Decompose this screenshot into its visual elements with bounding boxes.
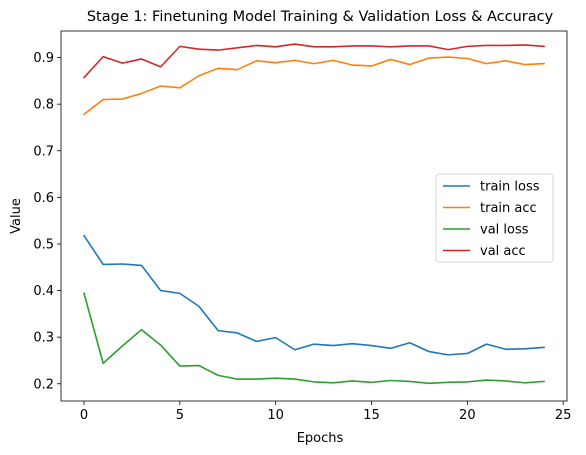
y-tick-label: 0.9: [33, 51, 54, 66]
y-tick-label: 0.8: [33, 98, 54, 113]
x-tick-label: 20: [459, 408, 476, 423]
legend-label: train loss: [480, 180, 540, 195]
y-tick-label: 0.2: [33, 377, 54, 392]
axes-frame: [60, 30, 568, 402]
series-line-train-acc: [82, 56, 545, 116]
legend-label: train acc: [480, 201, 537, 216]
x-tick-label: 15: [363, 408, 380, 423]
series-line-val-acc: [82, 43, 545, 79]
x-axis-label: Epochs: [297, 431, 344, 446]
series-line-train-loss: [82, 234, 545, 356]
x-tick-label: 25: [555, 408, 572, 423]
y-tick-label: 0.7: [33, 144, 54, 159]
y-axis-label: Value: [9, 198, 24, 234]
y-tick-label: 0.5: [33, 237, 54, 252]
y-tick-label: 0.4: [33, 284, 54, 299]
y-tick-label: 0.3: [33, 331, 54, 346]
legend-label: val loss: [480, 223, 529, 238]
x-tick-label: 5: [176, 408, 184, 423]
chart-title: Stage 1: Finetuning Model Training & Val…: [87, 9, 554, 25]
legend-label: val acc: [480, 244, 526, 259]
legend-box: [435, 173, 554, 263]
plot-area: [82, 43, 545, 385]
ticks: 0 5 10 15 20 25 0.2 0.3 0.4 0.5 0.6 0.7 0.8 0.9: [33, 51, 571, 423]
y-tick-label: 0.6: [33, 191, 54, 206]
x-tick-label: 10: [267, 408, 284, 423]
series-line-val-loss: [83, 292, 545, 385]
x-tick-label: 0: [80, 408, 88, 423]
legend: train loss train acc val loss val acc: [435, 173, 554, 263]
